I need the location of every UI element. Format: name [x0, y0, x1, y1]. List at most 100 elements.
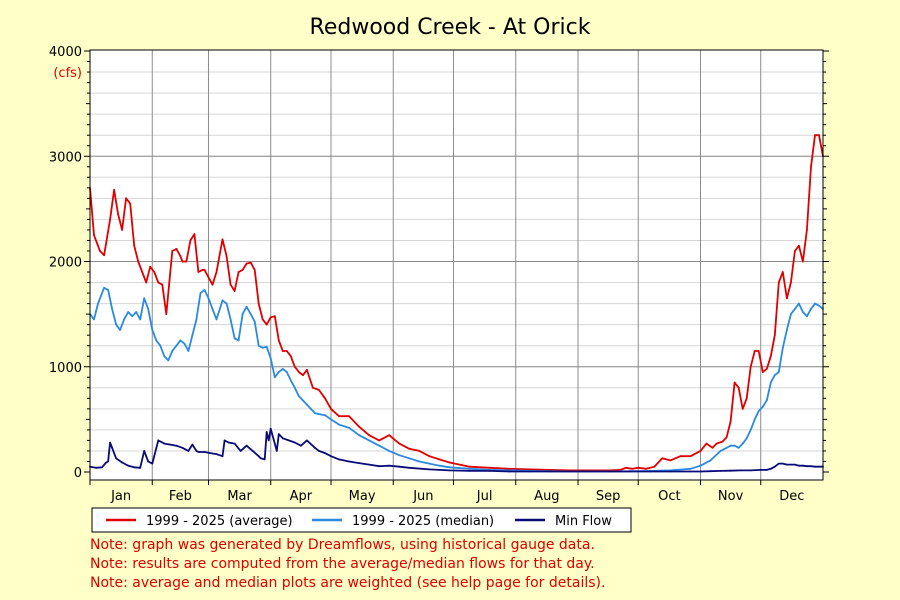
- data-point: [151, 329, 154, 331]
- data-point: [715, 442, 718, 445]
- data-point: [281, 368, 284, 370]
- legend-label-1: 1999 - 2025 (average): [146, 514, 293, 529]
- data-point: [111, 308, 113, 310]
- data-point: [739, 469, 742, 472]
- data-point: [273, 315, 276, 318]
- data-point: [569, 470, 571, 473]
- data-point: [769, 467, 772, 470]
- data-point: [121, 229, 123, 231]
- data-point: [293, 386, 296, 389]
- data-point: [207, 297, 210, 300]
- data-point: [289, 355, 292, 358]
- data-point: [161, 283, 164, 286]
- data-point: [699, 470, 702, 473]
- data-point: [289, 379, 292, 382]
- data-point: [358, 434, 360, 437]
- data-point: [257, 455, 260, 458]
- data-point: [733, 444, 736, 447]
- data-point: [733, 381, 736, 384]
- data-point: [249, 261, 252, 264]
- data-point: [428, 462, 431, 465]
- data-point: [241, 313, 244, 315]
- data-point: [629, 470, 632, 473]
- data-point: [141, 271, 144, 273]
- data-point: [753, 350, 756, 352]
- data-point: [378, 444, 381, 447]
- data-point: [802, 311, 804, 313]
- data-point: [273, 376, 276, 379]
- x-tick-label: Oct: [658, 489, 680, 504]
- data-point: [741, 408, 744, 410]
- data-point: [488, 466, 491, 469]
- data-point: [249, 313, 252, 315]
- data-point: [293, 441, 296, 444]
- data-point: [388, 464, 391, 467]
- data-point: [101, 466, 103, 469]
- data-point: [179, 339, 182, 342]
- data-point: [737, 446, 740, 449]
- data-point: [167, 359, 170, 362]
- data-point: [408, 457, 411, 460]
- data-point: [645, 467, 648, 470]
- data-point: [508, 470, 511, 473]
- data-point: [719, 470, 722, 472]
- data-point: [215, 453, 218, 455]
- data-point: [669, 470, 672, 473]
- data-point: [318, 413, 320, 415]
- data-point: [169, 443, 172, 446]
- y-tick-label: 1000: [49, 361, 82, 376]
- data-point: [105, 461, 107, 464]
- data-point: [806, 229, 808, 231]
- y-tick-label: 2000: [49, 256, 82, 271]
- data-point: [408, 447, 411, 450]
- data-point: [814, 134, 816, 137]
- data-point: [211, 308, 214, 310]
- data-point: [103, 286, 105, 289]
- data-point: [508, 467, 511, 470]
- data-point: [745, 437, 748, 440]
- data-point: [175, 444, 178, 447]
- data-point: [798, 464, 800, 467]
- data-point: [251, 450, 254, 452]
- data-point: [649, 470, 652, 473]
- data-point: [175, 344, 178, 347]
- data-point: [127, 311, 130, 313]
- data-point: [725, 446, 728, 449]
- legend: 1999 - 2025 (average) 1999 - 2025 (median…: [91, 507, 632, 533]
- data-point: [631, 467, 634, 470]
- data-point: [761, 405, 764, 408]
- data-point: [448, 469, 451, 472]
- data-point: [761, 371, 764, 373]
- data-point: [103, 254, 105, 257]
- data-point: [115, 323, 117, 326]
- y-tick-label: 3000: [49, 150, 82, 165]
- data-point: [263, 458, 266, 461]
- data-point: [368, 439, 370, 442]
- data-point: [448, 461, 451, 464]
- data-point: [245, 444, 248, 447]
- data-point: [699, 450, 702, 452]
- data-point: [806, 315, 808, 318]
- x-tick-label: Dec: [779, 489, 804, 504]
- data-point: [790, 313, 792, 315]
- data-point: [729, 469, 732, 472]
- data-point: [281, 350, 284, 352]
- data-point: [95, 466, 97, 469]
- legend-label-3: Min Flow: [555, 514, 612, 529]
- data-point: [669, 459, 672, 462]
- data-point: [398, 442, 401, 445]
- y-tick-label: 4000: [49, 45, 82, 60]
- chart-title: Redwood Creek - At Orick: [310, 15, 591, 40]
- data-point: [187, 350, 190, 352]
- data-point: [324, 452, 326, 454]
- data-point: [661, 457, 664, 460]
- data-point: [745, 397, 748, 400]
- data-point: [107, 289, 109, 291]
- data-point: [699, 464, 702, 467]
- data-point: [310, 408, 312, 410]
- data-point: [257, 344, 260, 347]
- data-point: [324, 414, 326, 417]
- data-point: [388, 450, 391, 452]
- x-tick-label: Aug: [534, 489, 559, 504]
- data-point: [287, 439, 290, 442]
